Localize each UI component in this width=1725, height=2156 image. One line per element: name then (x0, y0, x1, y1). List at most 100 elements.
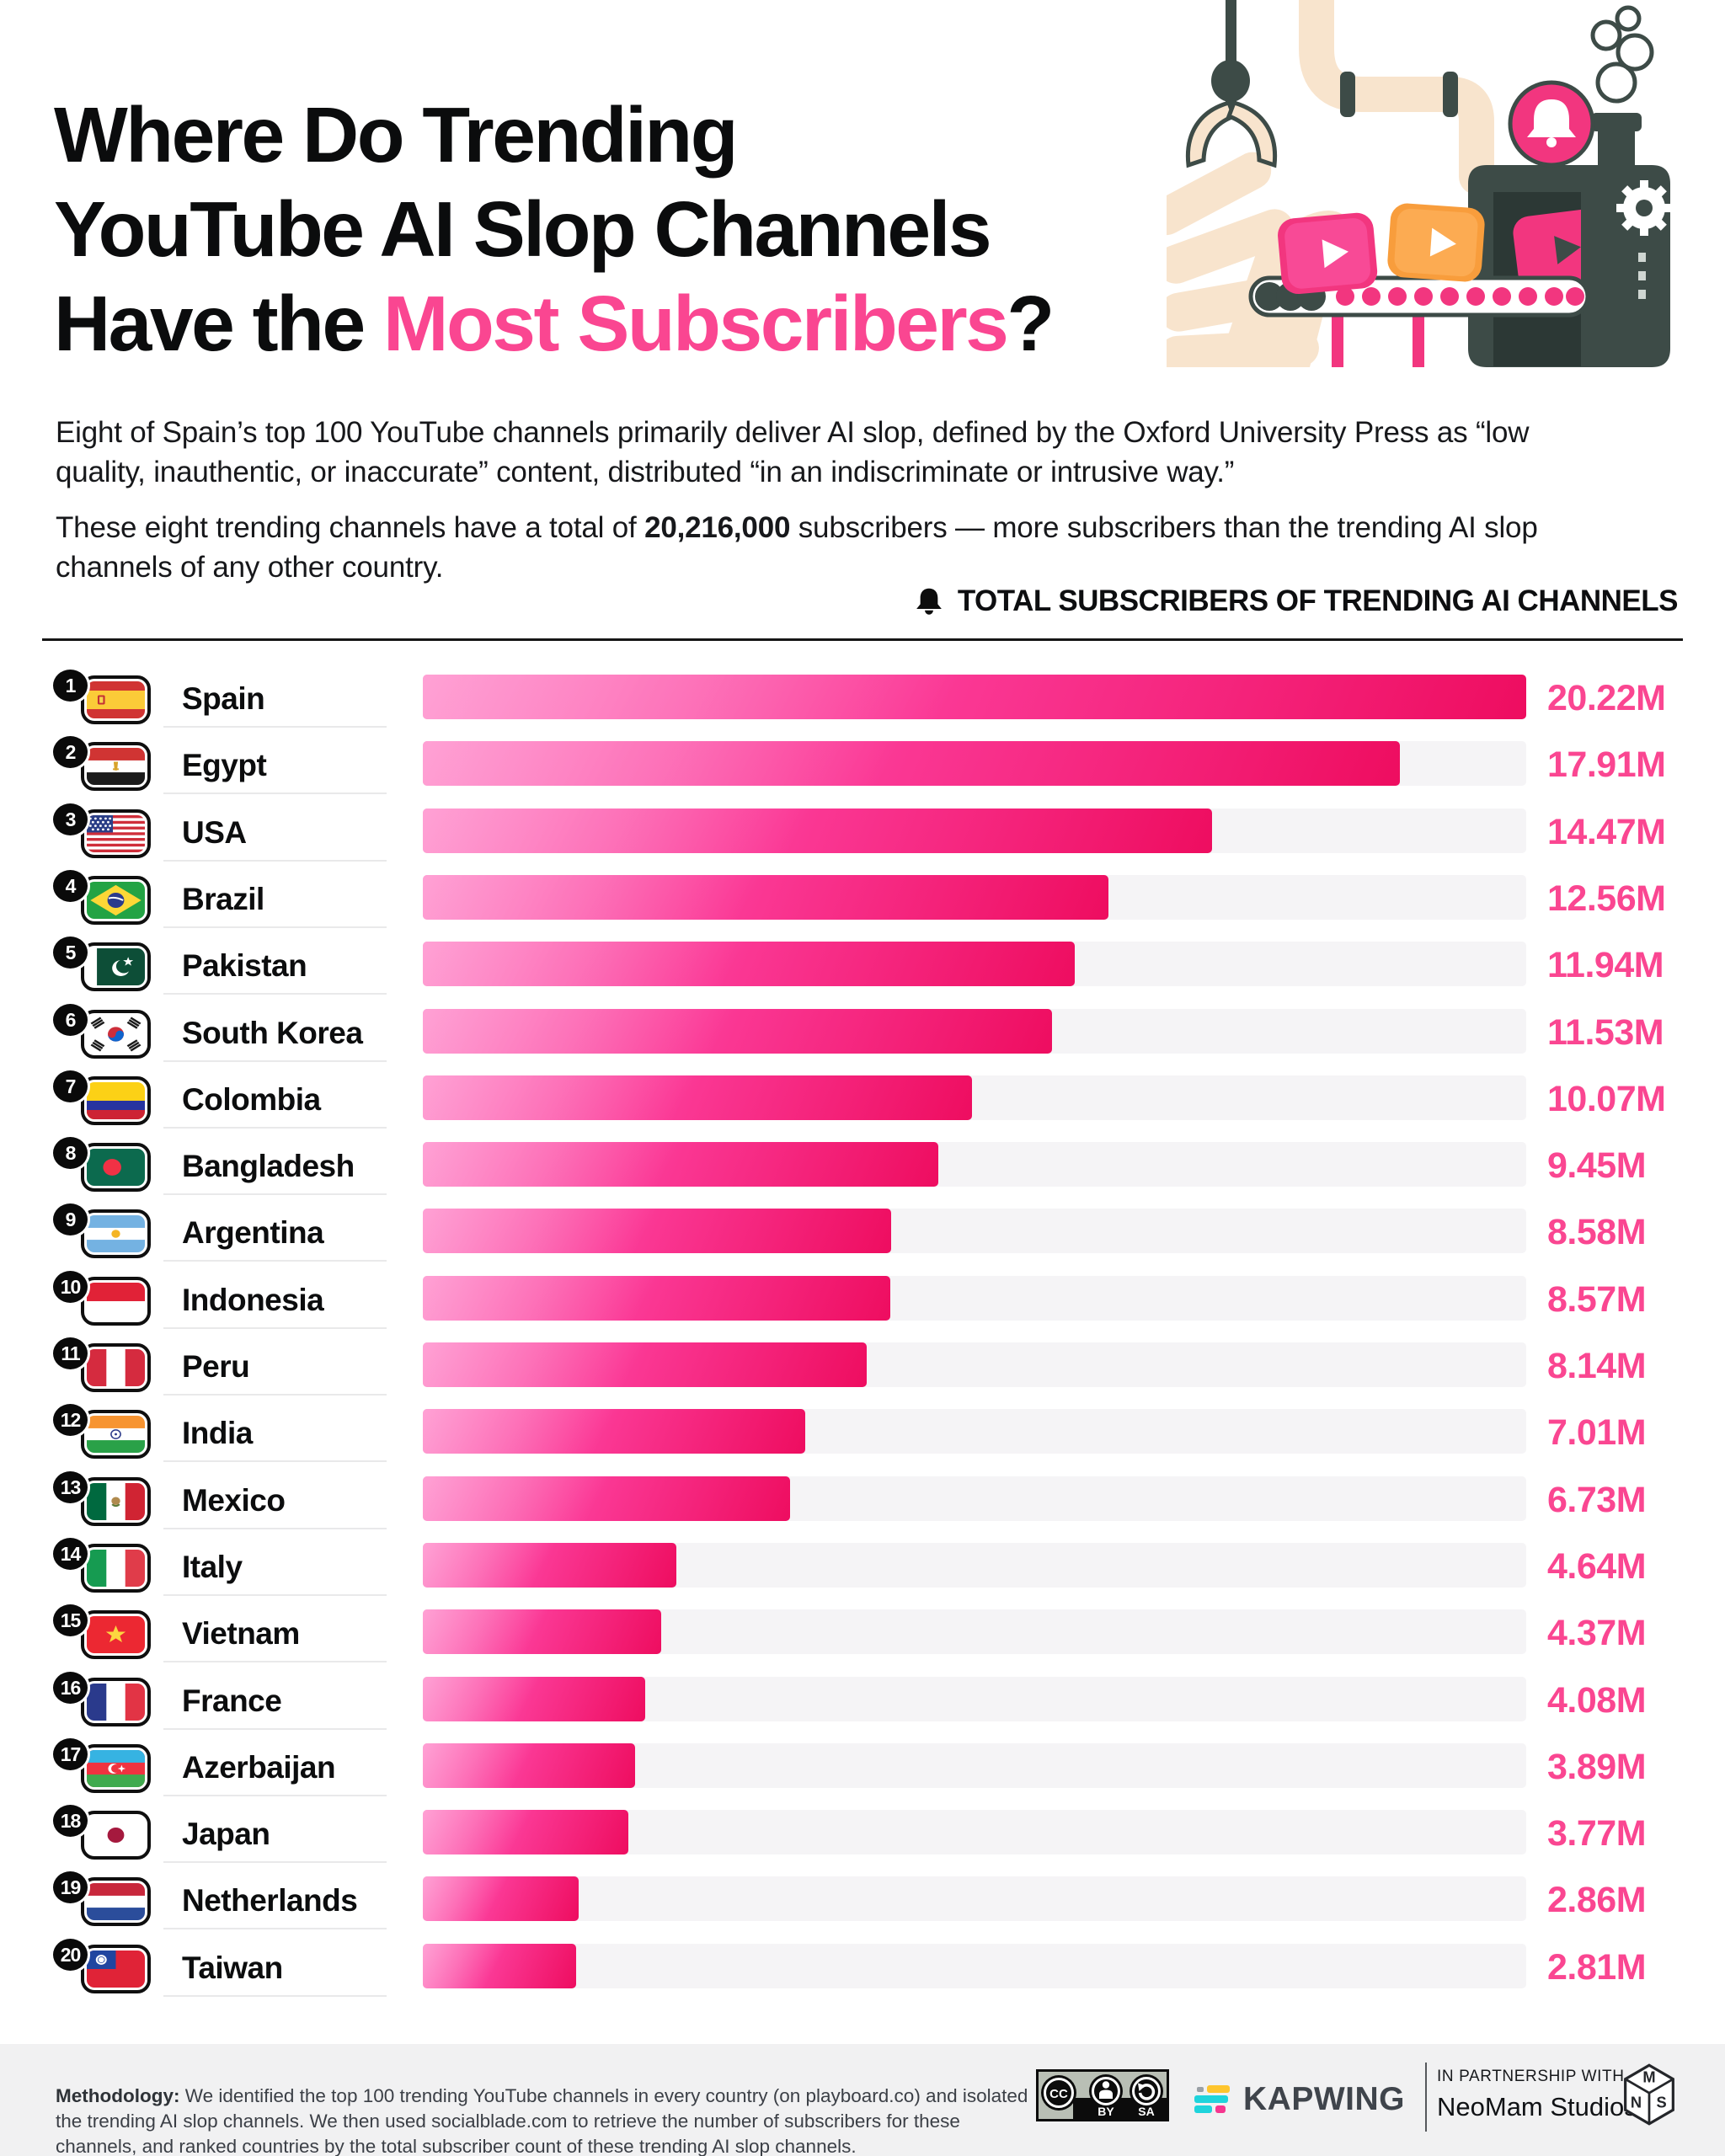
subscriber-bar (423, 1543, 676, 1588)
country-name: Egypt (182, 748, 267, 782)
row-divider (163, 1060, 387, 1062)
chart-row: 9 Argentina 8.58M (0, 1201, 1725, 1274)
play-tile-pink (1278, 212, 1378, 295)
subscriber-bar (423, 1142, 939, 1187)
chart-row: 12 India 7.01M (0, 1401, 1725, 1475)
intro-p2-line2: channels of any other country. (56, 551, 444, 584)
country-name: Taiwan (182, 1951, 283, 1985)
rank-badge: 4 (51, 867, 90, 905)
country-name: Vietnam (182, 1616, 300, 1651)
rank-badge: 18 (51, 1802, 90, 1839)
intro-paragraph-2: These eight trending channels have a tot… (56, 508, 1538, 587)
bar-track (423, 1009, 1526, 1054)
country-flag-icon (81, 1678, 151, 1726)
subscriber-bar (423, 942, 1075, 986)
svg-text:SA: SA (1138, 2105, 1154, 2118)
country-name: India (182, 1416, 253, 1450)
row-divider (163, 1795, 387, 1796)
bar-track (423, 1609, 1526, 1654)
neomam-cube-logo: M N S (1624, 2063, 1674, 2126)
country-flag-icon (81, 1544, 151, 1593)
chart-row: 19 Netherlands 2.86M (0, 1869, 1725, 1942)
bell-gauge-icon (1508, 80, 1595, 177)
svg-text:M: M (1642, 2068, 1655, 2085)
chart-row: 2 Egypt 17.91M (0, 734, 1725, 807)
subscriber-value: 4.08M (1547, 1680, 1647, 1721)
subscriber-value: 6.73M (1547, 1480, 1647, 1520)
chart-row: 4 Brazil 12.56M (0, 867, 1725, 941)
kapwing-wordmark: KAPWING (1243, 2081, 1405, 2117)
subscriber-value: 4.64M (1547, 1546, 1647, 1587)
subscriber-bar (423, 741, 1401, 786)
country-name: Netherlands (182, 1883, 358, 1918)
country-name: Mexico (182, 1483, 286, 1518)
bar-track (423, 1276, 1526, 1321)
country-name: Bangladesh (182, 1149, 355, 1183)
bar-track (423, 1075, 1526, 1120)
rank-badge: 19 (51, 1869, 90, 1906)
rank-badge: 9 (51, 1201, 90, 1238)
title-accent: Most Subscribers (383, 280, 1009, 368)
methodology-body: We identified the top 100 trending YouTu… (56, 2084, 1028, 2156)
row-divider (163, 1193, 387, 1195)
row-divider (163, 1127, 387, 1129)
chimney (1598, 123, 1635, 177)
subscriber-bar (423, 1276, 891, 1321)
bar-track (423, 1743, 1526, 1788)
country-name: Italy (182, 1550, 243, 1584)
claw-icon (1185, 0, 1278, 168)
subscriber-value: 2.86M (1547, 1880, 1647, 1920)
subscriber-bar (423, 1476, 790, 1521)
bar-track (423, 942, 1526, 986)
country-flag-icon (81, 1277, 151, 1326)
subscriber-value: 3.89M (1547, 1747, 1647, 1787)
bell-icon (916, 588, 942, 615)
subscriber-value: 8.57M (1547, 1279, 1647, 1320)
gear-icon (1616, 180, 1672, 236)
country-name: South Korea (182, 1016, 363, 1050)
chart-header: TOTAL SUBSCRIBERS OF TRENDING AI CHANNEL… (914, 584, 1679, 618)
subscriber-bar (423, 1944, 577, 1988)
country-flag-icon (81, 1477, 151, 1526)
footer-divider (1425, 2063, 1427, 2132)
rank-badge: 15 (51, 1602, 90, 1639)
methodology-label: Methodology: (56, 2084, 180, 2106)
chart-header-label: TOTAL SUBSCRIBERS OF TRENDING AI CHANNEL… (957, 584, 1679, 617)
subscriber-bar (423, 675, 1526, 719)
subscriber-bar (423, 1209, 891, 1253)
country-flag-icon (81, 876, 151, 925)
footer: Methodology: We identified the top 100 t… (0, 2044, 1725, 2156)
subscriber-value: 3.77M (1547, 1813, 1647, 1854)
cc-by-sa-license-badge: CC BY SA (1036, 2069, 1169, 2121)
bar-track (423, 808, 1526, 853)
pipe-illustration (1299, 0, 1494, 195)
rank-badge: 1 (51, 667, 90, 704)
row-divider (163, 1728, 387, 1730)
bar-track (423, 675, 1526, 719)
chart-row: 20 Taiwan 2.81M (0, 1936, 1725, 2009)
subscriber-bar (423, 875, 1108, 920)
smoke-icon (1590, 5, 1654, 104)
title-line-3: Have the Most Subscribers? (54, 276, 1055, 371)
bar-track (423, 875, 1526, 920)
svg-text:CC: CC (1049, 2087, 1068, 2101)
machine-vents (1638, 253, 1646, 299)
title-line-1: Where Do Trending (54, 91, 739, 179)
country-name: Spain (182, 681, 265, 716)
chart-row: 5 Pakistan 11.94M (0, 934, 1725, 1007)
country-name: France (182, 1684, 282, 1718)
intro-p2-pre: These eight trending channels have a tot… (56, 511, 645, 544)
chart-row: 11 Peru 8.14M (0, 1335, 1725, 1408)
subscriber-value: 11.53M (1547, 1012, 1664, 1053)
chart-row: 7 Colombia 10.07M (0, 1068, 1725, 1141)
row-divider (163, 1995, 387, 1997)
subscriber-bar (423, 1409, 806, 1454)
subscriber-value: 7.01M (1547, 1412, 1647, 1453)
title-line-2: YouTube AI Slop Channels (54, 185, 992, 274)
country-flag-icon (81, 1343, 151, 1392)
subscriber-value: 14.47M (1547, 812, 1666, 852)
subscriber-bar (423, 1743, 636, 1788)
partnership-line: IN PARTNERSHIP WITH (1437, 2068, 1625, 2085)
intro-p1-line1: Eight of Spain’s top 100 YouTube channel… (56, 416, 1530, 449)
